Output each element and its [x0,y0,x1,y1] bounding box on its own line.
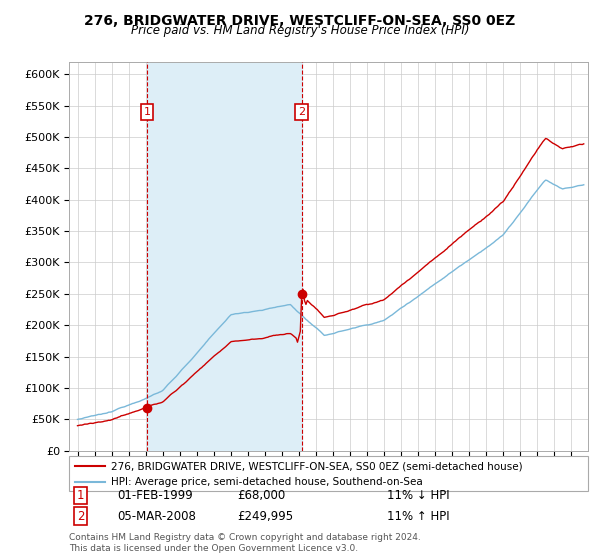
Text: £68,000: £68,000 [237,489,285,502]
Text: 1: 1 [143,107,151,117]
Text: 11% ↓ HPI: 11% ↓ HPI [387,489,449,502]
Text: 1: 1 [77,489,84,502]
Bar [147,62,302,451]
Text: Contains HM Land Registry data © Crown copyright and database right 2024.
This d: Contains HM Land Registry data © Crown c… [69,533,421,553]
Text: 01-FEB-1999: 01-FEB-1999 [117,489,193,502]
Text: 276, BRIDGWATER DRIVE, WESTCLIFF-ON-SEA, SS0 0EZ (semi-detached house): 276, BRIDGWATER DRIVE, WESTCLIFF-ON-SEA,… [111,461,523,472]
Text: 05-MAR-2008: 05-MAR-2008 [117,510,196,523]
Text: £249,995: £249,995 [237,510,293,523]
Text: Price paid vs. HM Land Registry's House Price Index (HPI): Price paid vs. HM Land Registry's House … [131,24,469,37]
Text: 11% ↑ HPI: 11% ↑ HPI [387,510,449,523]
Text: HPI: Average price, semi-detached house, Southend-on-Sea: HPI: Average price, semi-detached house,… [111,477,423,487]
Text: 276, BRIDGWATER DRIVE, WESTCLIFF-ON-SEA, SS0 0EZ: 276, BRIDGWATER DRIVE, WESTCLIFF-ON-SEA,… [85,14,515,28]
Text: 2: 2 [77,510,84,523]
Text: 2: 2 [298,107,305,117]
